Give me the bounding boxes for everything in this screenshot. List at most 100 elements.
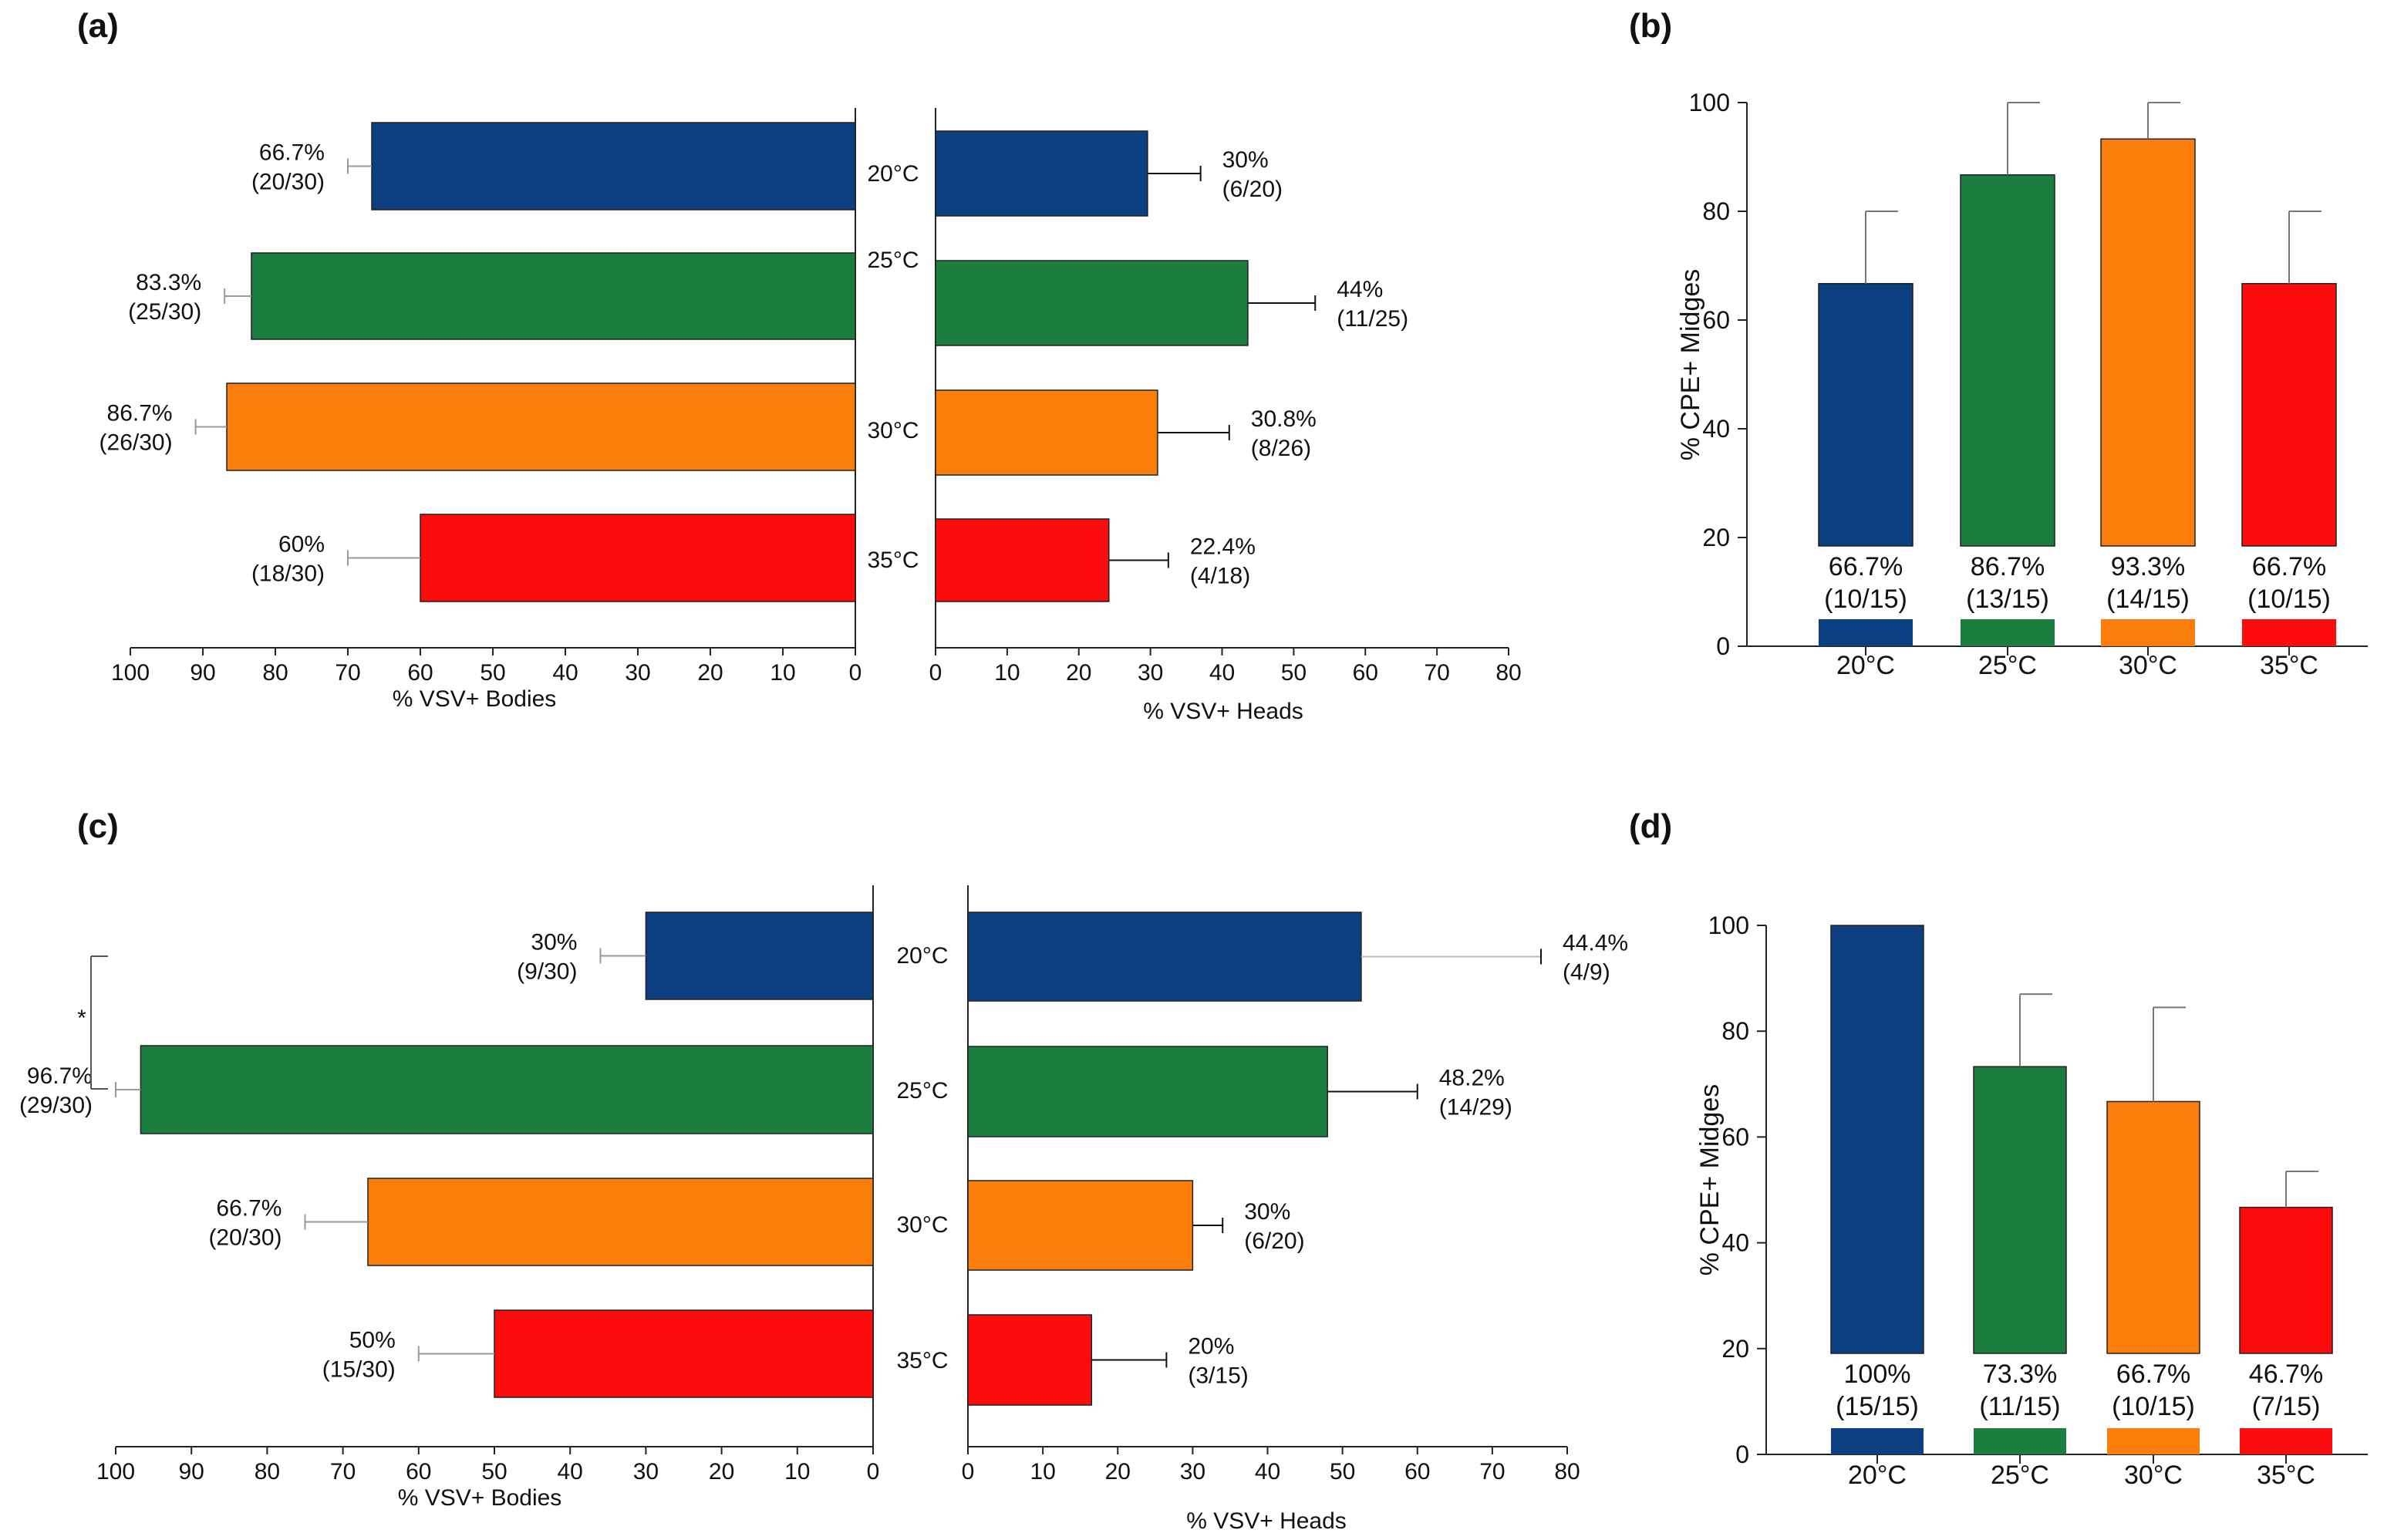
panel-b-bar (2100, 138, 2196, 547)
panel-b-bar-base (1961, 619, 2055, 646)
panel-d-bar-base (2107, 1428, 2200, 1454)
panel-a-right-data-label: (4/18) (1190, 564, 1250, 589)
panel-a-category-label: 20°C (867, 161, 919, 187)
panel-c-left-bar (494, 1309, 874, 1398)
panel-c-left-tick-label: 60 (406, 1459, 431, 1484)
panel-b-data-label: (14/15) (2106, 585, 2190, 614)
panel-d-data-label: (11/15) (1979, 1392, 2060, 1421)
panel-c-left-bar (645, 912, 874, 1000)
panel-a-left-tick-label: 50 (480, 660, 505, 686)
panel-b-ylabel: % CPE+ Midges (1676, 269, 1705, 461)
panel-c-category-label: 35°C (896, 1348, 948, 1373)
panel-a-right-tick-label: 70 (1424, 660, 1449, 686)
panel-d-bar (2106, 1100, 2200, 1354)
panel-c-right-tick-label: 20 (1105, 1459, 1131, 1484)
panel-a-right-tick-label: 30 (1138, 660, 1163, 686)
panel-c-left-tick-label: 30 (633, 1459, 659, 1484)
panel-a-left-tick-label: 60 (407, 660, 433, 686)
panel-a-left-tick-label: 90 (190, 660, 215, 686)
panel-a-left-data-label: 66.7% (259, 140, 325, 166)
panel-d-y-tick-label: 80 (1721, 1017, 1749, 1045)
panel-a-left-bar (251, 252, 856, 340)
panel-a-right-bar (935, 389, 1158, 476)
panel-a-left-tick-label: 80 (262, 660, 288, 686)
panel-a-right-tick-label: 40 (1209, 660, 1235, 686)
panel-b-bar (2241, 283, 2337, 547)
panel-d-bar-base (1831, 1428, 1924, 1454)
panel-c-right-data-label: (6/20) (1244, 1228, 1304, 1254)
panel-a-right-tick-label: 50 (1281, 660, 1307, 686)
panel-d-data-label: (7/15) (2252, 1392, 2321, 1421)
panel-b-y-tick-label: 100 (1689, 89, 1730, 116)
panel-c-left-tick-label: 40 (558, 1459, 583, 1484)
panel-a-left-data-label: 60% (278, 532, 325, 558)
panel-b-bar-base (2101, 619, 2195, 646)
panel-a-left-tick-label: 40 (552, 660, 578, 686)
panel-b-y-tick-label: 40 (1702, 415, 1730, 443)
panel-c-category-label: 20°C (896, 943, 948, 969)
panel-b-category-label: 35°C (2260, 651, 2318, 680)
panel-c-right-tick-label: 60 (1404, 1459, 1430, 1484)
panel-c-left-tick-label: 80 (255, 1459, 280, 1484)
panel-a-category-label: 30°C (867, 418, 919, 443)
panel-a-right-data-label: (6/20) (1222, 177, 1283, 202)
panel-a-left-bar (371, 122, 856, 211)
panel-d-y-tick-label: 100 (1708, 912, 1749, 939)
panel-c-left-data-label: (20/30) (208, 1225, 282, 1251)
panel-c-left-tick-label: 10 (784, 1459, 810, 1484)
panel-d-category-label: 25°C (1991, 1461, 2049, 1490)
panel-a-left-bar (226, 382, 856, 471)
panel-a-left-tick-label: 70 (335, 660, 360, 686)
panel-b-data-label: (10/15) (1824, 585, 1907, 614)
panel-c-right-tick-label: 10 (1030, 1459, 1055, 1484)
panel-a-right-bar (935, 130, 1148, 217)
chart-marks: 100 90 80 70 60 50 40 30 20 10 0 0 10 20 30 40 50 60 70 806… (19, 89, 2368, 1484)
panel-c-left-data-label: (9/30) (517, 959, 577, 985)
panel-c-right-data-label: 20% (1188, 1334, 1234, 1360)
panel-c-right-tick-label: 50 (1330, 1459, 1355, 1484)
panel-c-left-tick-label: 50 (481, 1459, 507, 1484)
panel-d-bar-base (1974, 1428, 2066, 1454)
panel-a-right-tick-label: 60 (1353, 660, 1378, 686)
panel-d-data-label: 73.3% (1983, 1360, 2057, 1389)
panel-b-bar (1960, 174, 2055, 547)
panel-a-left-xlabel: % VSV+ Bodies (393, 686, 557, 712)
panel-d-data-label: 46.7% (2249, 1360, 2323, 1389)
panel-b-data-label: (13/15) (1966, 585, 2049, 614)
panel-b-category-label: 20°C (1836, 651, 1895, 680)
panel-b-bar-base (1819, 619, 1913, 646)
panel-c-right-tick-label: 70 (1479, 1459, 1505, 1484)
panel-c-right-data-label: 44.4% (1563, 931, 1628, 956)
panel-d-data-label: (10/15) (2112, 1392, 2195, 1421)
panel-c-left-tick-label: 70 (330, 1459, 356, 1484)
panel-c-category-label: 25°C (896, 1078, 948, 1104)
panel-a-left-data-label: (18/30) (251, 561, 325, 587)
panel-b-data-label: 66.7% (1829, 552, 1903, 581)
panel-b-data-label: 66.7% (2252, 552, 2326, 581)
panel-b-y-tick-label: 20 (1702, 524, 1730, 551)
panel-c-right-tick-label: 0 (962, 1459, 975, 1484)
panel-c-right-tick-label: 80 (1554, 1459, 1580, 1484)
panel-c-left-tick-label: 90 (179, 1459, 204, 1484)
panel-a-right-tick-label: 0 (929, 660, 942, 686)
panel-c-right-bar (967, 1314, 1093, 1406)
panel-label-b: (b) (1629, 7, 1672, 45)
panel-d-category-label: 20°C (1848, 1461, 1907, 1490)
panel-d-ylabel: % CPE+ Midges (1695, 1084, 1725, 1276)
panel-a-category-label: 35°C (867, 548, 919, 573)
panel-label-d: (d) (1629, 807, 1672, 845)
panel-a-left-data-label: (26/30) (99, 430, 173, 456)
panel-c-right-data-label: (4/9) (1563, 960, 1610, 986)
panel-a-right-data-label: 44% (1337, 277, 1383, 302)
panel-a-right-data-label: 30% (1222, 147, 1269, 173)
panel-b-category-label: 25°C (1978, 651, 2037, 680)
significance-asterisk: * (77, 1006, 86, 1031)
panel-c-right-data-label: (3/15) (1188, 1363, 1248, 1389)
panel-a-left-data-label: (25/30) (128, 299, 201, 325)
panel-d-y-tick-label: 0 (1735, 1441, 1749, 1468)
panel-b-y-tick-label: 60 (1702, 306, 1730, 334)
panel-label-c: (c) (77, 807, 119, 845)
panel-c-left-data-label: 30% (531, 930, 577, 955)
panel-c-right-tick-label: 30 (1180, 1459, 1205, 1484)
